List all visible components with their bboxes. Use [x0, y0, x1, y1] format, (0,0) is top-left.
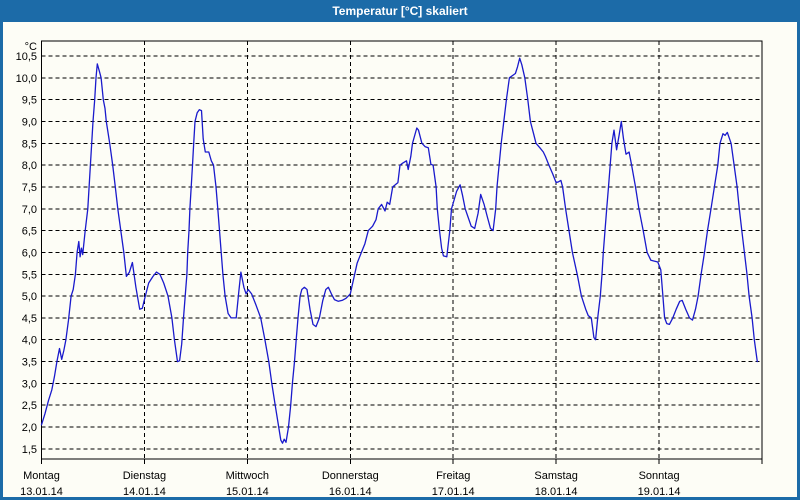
y-tick-label: 5,0: [22, 291, 37, 303]
y-axis-labels: 10,5 10,0 9,5 9,0 8,5 8,0 7,5 7,0 6,5 6,0 5,5 5,0 4,…: [16, 41, 37, 456]
y-tick-label: 10,0: [16, 73, 37, 85]
chart-svg: 10,5 10,0 9,5 9,0 8,5 8,0 7,5 7,0 6,5 6,0 5,5 5,0 4,…: [16, 40, 763, 498]
day-name-label: Mittwoch: [226, 470, 269, 482]
day-date-label: 18.01.14: [535, 486, 578, 497]
y-tick-label: 7,0: [22, 204, 37, 216]
y-tick-label: 10,5: [16, 51, 37, 63]
y-tick-label: 1,5: [22, 444, 37, 456]
day-date-label: 19.01.14: [638, 486, 681, 497]
y-tick-label: 9,5: [22, 95, 37, 107]
day-date-label: 15.01.14: [226, 486, 269, 497]
y-tick-label: 3,0: [22, 378, 37, 390]
day-date-label: 16.01.14: [329, 486, 372, 497]
window-title: Temperatur [°C] skaliert: [332, 4, 468, 18]
day-name-label: Samstag: [534, 470, 577, 482]
day-name-label: Sonntag: [639, 470, 680, 482]
chart-canvas: 10,5 10,0 9,5 9,0 8,5 8,0 7,5 7,0 6,5 6,0 5,5 5,0 4,…: [3, 22, 797, 498]
y-axis-unit: °C: [25, 41, 37, 53]
x-axis-labels: Montag 13.01.14 Dienstag 14.01.14 Mittwoch 15…: [20, 470, 681, 498]
y-tick-label: 8,5: [22, 138, 37, 150]
grid-horizontal: [41, 55, 762, 450]
y-tick-label: 5,5: [22, 269, 37, 281]
window-titlebar: Temperatur [°C] skaliert: [0, 0, 800, 22]
day-name-label: Montag: [23, 470, 60, 482]
day-date-label: 14.01.14: [123, 486, 166, 497]
y-tick-label: 3,5: [22, 357, 37, 369]
day-name-label: Donnerstag: [322, 470, 379, 482]
y-tick-label: 8,0: [22, 160, 37, 172]
day-name-label: Freitag: [436, 470, 470, 482]
y-tick-label: 9,0: [22, 116, 37, 128]
day-date-label: 17.01.14: [432, 486, 475, 497]
y-tick-label: 6,5: [22, 226, 37, 238]
plot-frame: [41, 40, 763, 460]
temperature-line: [40, 57, 758, 444]
day-name-label: Dienstag: [123, 470, 166, 482]
y-tick-label: 7,5: [22, 182, 37, 194]
day-date-label: 13.01.14: [20, 486, 63, 497]
y-tick-label: 4,5: [22, 313, 37, 325]
y-tick-label: 2,5: [22, 400, 37, 412]
y-tick-label: 6,0: [22, 247, 37, 259]
x-axis-ticks: [41, 459, 763, 464]
y-tick-label: 4,0: [22, 335, 37, 347]
y-tick-label: 2,0: [22, 422, 37, 434]
